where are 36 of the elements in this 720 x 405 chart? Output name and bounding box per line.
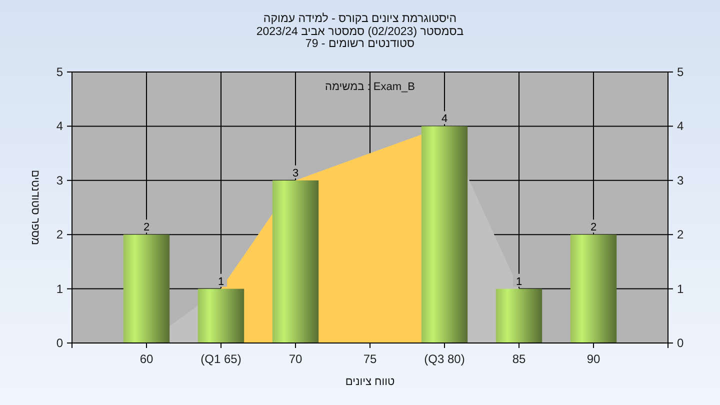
bar <box>496 288 542 343</box>
y-tick-label: 1 <box>56 282 64 296</box>
y2-tick-label: 0 <box>677 336 684 350</box>
x-tick-label: 70 <box>288 352 302 366</box>
chart-subtitle: בסמסטר (02/2023) סמסטר אביב 2023/24 סטודנטים רשומים - 79 <box>256 26 464 50</box>
x-tick-label: (Q1 65) <box>200 352 242 366</box>
bar <box>198 288 244 343</box>
y-tick-label: 4 <box>56 119 64 134</box>
bar <box>272 180 319 343</box>
y2-tick-label: 1 <box>677 282 684 296</box>
x-axis-title: טווח ציונים <box>345 376 395 388</box>
bar <box>421 126 468 343</box>
y-tick-label: 0 <box>56 336 64 350</box>
x-tick-label: 60 <box>140 352 154 366</box>
y2-tick-label: 5 <box>677 65 684 79</box>
data-label: 1 <box>218 276 224 288</box>
data-label: 3 <box>292 167 299 180</box>
y-tick-label: 5 <box>56 65 64 79</box>
y-axis-title: מספר סטודנטים <box>29 170 41 246</box>
data-label: 2 <box>590 222 597 234</box>
bar <box>123 234 170 343</box>
x-tick-label: 75 <box>363 352 377 366</box>
y2-tick-label: 2 <box>677 228 684 242</box>
y-tick-label: 3 <box>56 173 64 188</box>
x-tick-label: (Q3 80) <box>424 352 465 366</box>
data-label: 2 <box>143 222 150 234</box>
x-tick-label: 90 <box>586 352 600 366</box>
data-label: 1 <box>516 276 522 288</box>
data-label: 4 <box>441 113 448 126</box>
bar <box>570 234 617 343</box>
y2-tick-label: 3 <box>677 173 684 188</box>
y2-tick-label: 4 <box>677 119 684 134</box>
annotation: במשימה : Exam_B <box>325 81 415 93</box>
y-tick-label: 2 <box>56 228 64 242</box>
chart-title: היסטוגרמת ציונים בקורס - למידה עמוקה <box>263 12 457 25</box>
x-tick-label: 85 <box>512 352 526 366</box>
